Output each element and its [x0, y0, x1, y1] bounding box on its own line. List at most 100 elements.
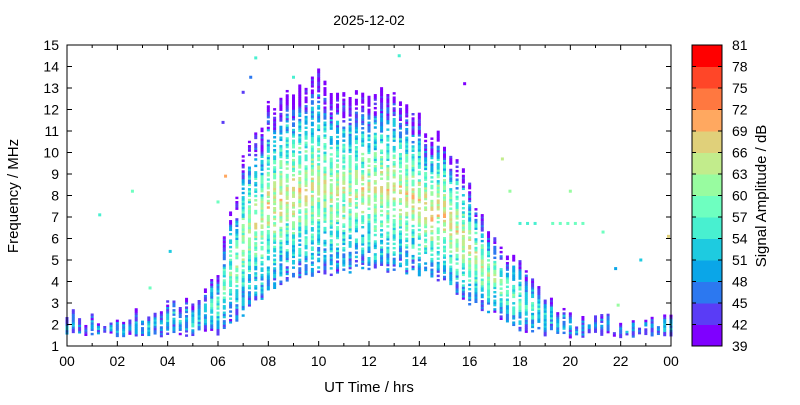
data-cell	[468, 186, 472, 190]
data-cell	[109, 326, 113, 330]
data-cell	[430, 236, 434, 239]
data-cell	[310, 239, 314, 243]
data-cell	[216, 298, 220, 302]
data-cell	[373, 141, 377, 144]
data-cell	[474, 294, 478, 297]
data-cell	[197, 315, 201, 318]
data-cell	[266, 255, 270, 259]
data-cell	[392, 227, 396, 231]
data-cell	[304, 210, 308, 213]
data-cell	[254, 254, 258, 258]
data-cells	[65, 54, 673, 339]
data-cell	[386, 201, 390, 204]
data-cell	[241, 202, 245, 205]
data-cell	[292, 223, 295, 226]
data-cell	[292, 165, 295, 168]
data-cell	[310, 209, 314, 213]
data-cell	[424, 217, 428, 220]
data-cell	[531, 280, 535, 283]
data-cell	[361, 120, 365, 124]
data-cell	[417, 151, 421, 154]
data-cell	[342, 154, 346, 157]
data-cell	[323, 241, 327, 245]
data-cell	[367, 233, 371, 236]
data-cell	[354, 98, 358, 102]
data-cell	[461, 226, 465, 229]
data-cell	[147, 318, 151, 322]
data-cell	[392, 214, 396, 218]
data-cell	[235, 256, 239, 260]
data-cell	[241, 215, 245, 218]
data-cell	[342, 210, 346, 213]
data-cell	[348, 112, 352, 115]
data-cell	[185, 319, 189, 322]
data-cell	[405, 222, 409, 225]
data-cell	[455, 174, 459, 177]
data-cell	[348, 172, 352, 175]
data-cell	[430, 148, 434, 151]
data-cell	[279, 183, 283, 187]
data-cell	[361, 165, 365, 169]
data-cell	[247, 190, 251, 193]
data-cell	[304, 107, 308, 110]
data-cell	[310, 106, 314, 110]
data-cell	[373, 210, 377, 213]
data-cell	[455, 253, 459, 257]
data-cell	[380, 257, 384, 260]
data-cell	[273, 262, 277, 266]
data-cell	[505, 317, 509, 321]
data-cell	[373, 255, 377, 258]
data-cell	[229, 290, 233, 294]
data-cell	[266, 257, 270, 261]
data-cell	[468, 204, 472, 207]
data-cell	[556, 329, 560, 332]
data-cell	[430, 225, 434, 229]
data-cell	[361, 187, 365, 190]
data-cell	[285, 160, 289, 164]
data-cell	[273, 129, 277, 133]
data-cell	[443, 183, 446, 186]
data-cell	[159, 332, 163, 336]
data-cell	[310, 190, 314, 193]
data-cell	[134, 334, 138, 337]
data-cell	[373, 242, 377, 245]
data-cell	[254, 295, 258, 299]
data-cell	[342, 165, 346, 168]
data-cell	[430, 167, 434, 171]
data-cell	[361, 210, 365, 214]
data-cell	[317, 96, 321, 99]
data-cell	[417, 267, 421, 270]
data-cell	[386, 190, 390, 194]
data-cell	[298, 155, 302, 158]
data-cell	[229, 224, 233, 227]
data-cell	[266, 283, 270, 287]
data-cell	[380, 196, 384, 200]
data-cell	[436, 246, 440, 250]
data-cell	[254, 233, 258, 236]
data-cell	[241, 273, 245, 276]
data-cell	[380, 158, 384, 161]
data-cell	[153, 312, 157, 316]
data-cell	[398, 232, 402, 235]
data-cell	[480, 274, 484, 277]
data-cell	[663, 318, 667, 322]
data-cell	[398, 217, 402, 220]
data-cell	[254, 246, 258, 249]
data-cell	[266, 184, 270, 188]
data-cell	[455, 270, 459, 274]
data-cell	[505, 309, 509, 312]
data-cell	[279, 228, 283, 232]
data-cell	[273, 273, 277, 277]
data-cell	[254, 203, 258, 206]
data-cell	[417, 224, 421, 227]
data-cell	[342, 178, 346, 181]
data-cell	[518, 292, 522, 295]
data-cell	[317, 128, 321, 132]
data-cell	[392, 124, 396, 127]
data-cell	[323, 269, 327, 273]
data-cell	[329, 219, 333, 223]
data-cell	[411, 156, 415, 159]
data-cell	[373, 134, 377, 138]
data-cell	[398, 178, 402, 182]
data-cell	[512, 317, 516, 320]
